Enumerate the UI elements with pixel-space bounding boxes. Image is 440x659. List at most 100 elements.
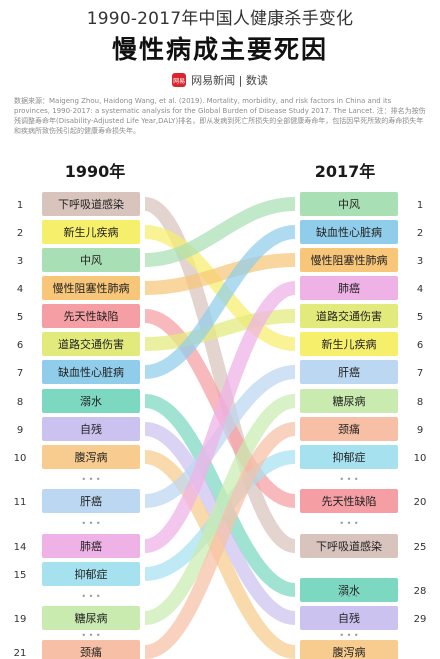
- left-box-颈痛: [42, 640, 140, 659]
- left-rank: 3: [17, 256, 23, 267]
- connector-下呼吸道感染: [143, 197, 297, 553]
- right-label: 糖尿病: [333, 394, 366, 408]
- right-rank: 2: [417, 228, 423, 239]
- left-label: 抑郁症: [75, 567, 108, 581]
- year-label-right: 2017年: [314, 162, 376, 181]
- left-box-先天性缺陷: [42, 304, 140, 328]
- connector-缺血性心脏病: [144, 225, 296, 379]
- left-label: 肺癌: [80, 539, 102, 553]
- left-label: 下呼吸道感染: [58, 197, 124, 211]
- left-box-道路交通伤害: [42, 332, 140, 356]
- right-box-肝癌: [300, 360, 398, 384]
- left-gap-marker: • • •: [81, 631, 100, 640]
- left-label: 新生儿疾病: [64, 225, 119, 239]
- right-label: 自残: [338, 611, 360, 625]
- left-rank: 15: [14, 570, 27, 581]
- right-box-先天性缺陷: [300, 489, 398, 513]
- left-rank: 11: [14, 497, 27, 508]
- left-label: 慢性阻塞性肺病: [53, 281, 130, 295]
- year-label-left: 1990年: [64, 162, 126, 181]
- left-box-下呼吸道感染: [42, 192, 140, 216]
- left-rank: 6: [17, 340, 23, 351]
- left-rank: 4: [17, 284, 23, 295]
- right-box-下呼吸道感染: [300, 534, 398, 558]
- left-rank: 19: [14, 614, 27, 625]
- rank-boxes: 下呼吸道感染 1 新生儿疾病 2 中风 3 慢性阻塞性肺病 4 先天性缺陷 5 道路交通伤害 6 缺血性…: [14, 192, 427, 659]
- left-rank: 14: [14, 542, 27, 553]
- right-label: 抑郁症: [333, 450, 366, 464]
- brand-text: 网易新闻 | 数读: [191, 74, 268, 87]
- right-label: 先天性缺陷: [322, 494, 377, 508]
- left-box-中风: [42, 248, 140, 272]
- connector-bands: [143, 197, 297, 659]
- chart-supertitle: 1990-2017年中国人健康杀手变化: [86, 9, 354, 29]
- right-label: 肺癌: [338, 281, 360, 295]
- left-rank: 21: [14, 648, 27, 659]
- chart-title: 慢性病成主要死因: [111, 35, 328, 64]
- left-gap-marker: • • •: [81, 475, 100, 484]
- left-label: 中风: [80, 254, 102, 267]
- left-rank: 9: [17, 425, 23, 436]
- left-rank: 8: [17, 397, 23, 408]
- right-gap-marker: • • •: [339, 592, 358, 601]
- left-rank: 2: [17, 228, 23, 239]
- right-rank: 7: [417, 368, 423, 379]
- left-box-新生儿疾病: [42, 220, 140, 244]
- right-gap-marker: • • •: [339, 519, 358, 528]
- left-label: 自残: [80, 422, 102, 436]
- right-label: 溺水: [338, 584, 360, 597]
- right-box-颈痛: [300, 417, 398, 441]
- right-box-道路交通伤害: [300, 304, 398, 328]
- right-box-抑郁症: [300, 445, 398, 469]
- source-note: 数据来源：Maigeng Zhou, Haidong Wang, et al. …: [14, 97, 426, 135]
- left-label: 糖尿病: [75, 611, 108, 625]
- right-label: 颈痛: [338, 422, 360, 436]
- left-rank: 10: [14, 453, 27, 464]
- connector-新生儿疾病: [144, 225, 296, 351]
- connector-糖尿病: [143, 394, 297, 625]
- right-label: 下呼吸道感染: [316, 539, 382, 553]
- left-rank: 1: [17, 200, 23, 211]
- right-gap-marker: • • •: [339, 475, 358, 484]
- left-box-溺水: [42, 389, 140, 413]
- right-box-自残: [300, 606, 398, 630]
- right-rank: 5: [417, 312, 423, 323]
- connector-慢性阻塞性肺病: [144, 253, 296, 295]
- right-rank: 4: [417, 284, 423, 295]
- left-label: 肝癌: [80, 494, 102, 508]
- right-rank: 20: [414, 497, 427, 508]
- right-box-肺癌: [300, 276, 398, 300]
- left-box-自残: [42, 417, 140, 441]
- right-label: 腹泻病: [333, 645, 366, 659]
- right-rank: 6: [417, 340, 423, 351]
- left-box-腹泻病: [42, 445, 140, 469]
- left-label: 缺血性心脏病: [58, 365, 124, 379]
- netease-logo-icon: 网易: [172, 73, 187, 87]
- right-box-新生儿疾病: [300, 332, 398, 356]
- right-rank: 1: [417, 200, 423, 211]
- right-label: 道路交通伤害: [316, 309, 382, 323]
- left-label: 溺水: [80, 395, 102, 408]
- left-gap-marker: • • •: [81, 519, 100, 528]
- right-rank: 28: [414, 586, 427, 597]
- left-box-肺癌: [42, 534, 140, 558]
- left-label: 先天性缺陷: [64, 309, 119, 323]
- left-box-糖尿病: [42, 606, 140, 630]
- right-label: 新生儿疾病: [322, 337, 377, 351]
- brand-line: 网易 网易新闻 | 数读: [0, 72, 440, 88]
- connector-肺癌: [143, 281, 297, 553]
- right-rank: 8: [417, 397, 423, 408]
- right-label: 缺血性心脏病: [316, 225, 382, 239]
- left-rank: 7: [17, 368, 23, 379]
- left-label: 道路交通伤害: [58, 337, 124, 351]
- connector-道路交通伤害: [144, 309, 296, 351]
- left-rank: 5: [17, 312, 23, 323]
- connector-颈痛: [143, 422, 297, 659]
- right-rank: 3: [417, 256, 423, 267]
- right-rank: 10: [414, 453, 427, 464]
- right-label: 慢性阻塞性肺病: [311, 253, 388, 267]
- right-box-缺血性心脏病: [300, 220, 398, 244]
- right-box-中风: [300, 192, 398, 216]
- left-label: 腹泻病: [75, 450, 108, 464]
